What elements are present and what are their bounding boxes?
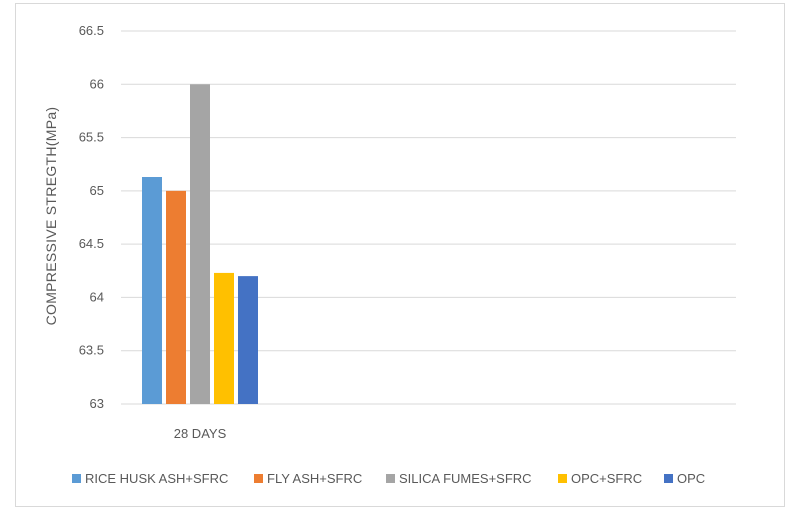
legend-swatch	[558, 474, 567, 483]
legend: RICE HUSK ASH+SFRC FLY ASH+SFRC SILICA FUM…	[72, 471, 705, 486]
bar-rice-husk-ash-sfrc	[142, 177, 162, 404]
y-axis-title: COMPRESSIVE STREGTH(MPa)	[43, 107, 59, 326]
x-tick-label: 28 DAYS	[174, 426, 227, 441]
legend-label: FLY ASH+SFRC	[267, 471, 362, 486]
legend-label: OPC+SFRC	[571, 471, 642, 486]
legend-label: OPC	[677, 471, 705, 486]
legend-swatch	[72, 474, 81, 483]
bars	[142, 84, 258, 405]
x-axis-tick-labels: 28 DAYS	[174, 426, 227, 441]
bar-opc	[238, 276, 258, 404]
y-tick-label: 66	[90, 76, 104, 91]
bar-opc-sfrc	[214, 272, 234, 404]
legend-swatch	[664, 474, 673, 483]
y-tick-label: 65.5	[79, 130, 104, 145]
y-tick-label: 63	[90, 396, 104, 411]
gridlines	[121, 30, 736, 405]
legend-swatch	[254, 474, 263, 483]
bar-silica-fumes-sfrc	[190, 84, 210, 405]
legend-swatch	[386, 474, 395, 483]
y-axis-tick-labels: 63 63.5 64 64.5 65 65.5 66 66.5	[79, 23, 104, 411]
legend-label: SILICA FUMES+SFRC	[399, 471, 532, 486]
y-tick-label: 64	[90, 289, 104, 304]
y-tick-label: 66.5	[79, 23, 104, 38]
y-tick-label: 63.5	[79, 343, 104, 358]
y-tick-label: 64.5	[79, 236, 104, 251]
bar-fly-ash-sfrc	[166, 190, 186, 404]
y-tick-label: 65	[90, 183, 104, 198]
legend-label: RICE HUSK ASH+SFRC	[85, 471, 228, 486]
